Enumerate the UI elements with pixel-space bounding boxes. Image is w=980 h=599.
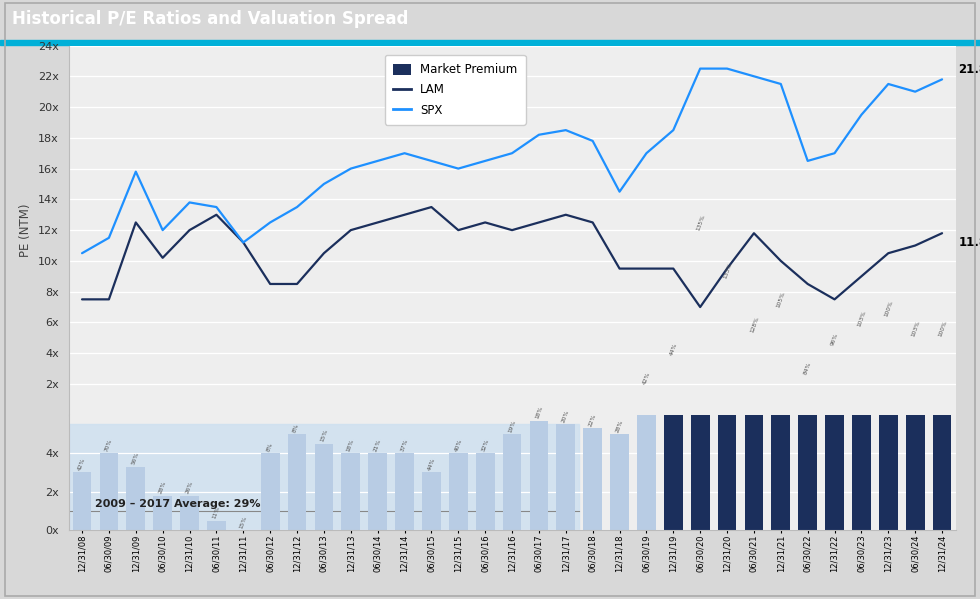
Text: 105%: 105% xyxy=(776,291,787,308)
Bar xyxy=(771,309,790,530)
Bar xyxy=(315,444,333,530)
Text: 100%: 100% xyxy=(884,300,894,317)
Bar xyxy=(691,232,710,530)
Text: 8%: 8% xyxy=(266,441,273,452)
Text: 42%: 42% xyxy=(77,457,86,471)
Text: Historical P/E Ratios and Valuation Spread: Historical P/E Ratios and Valuation Spre… xyxy=(12,10,408,28)
Bar xyxy=(288,434,307,530)
Bar xyxy=(637,386,656,530)
Text: 21%: 21% xyxy=(373,438,382,452)
Text: 18%: 18% xyxy=(534,406,544,419)
Bar xyxy=(933,338,952,530)
Bar xyxy=(852,328,871,530)
Text: 28%: 28% xyxy=(614,419,624,433)
Bar xyxy=(475,453,495,530)
Bar xyxy=(503,434,521,530)
Text: 8%: 8% xyxy=(292,422,300,433)
Bar xyxy=(583,428,602,530)
Text: 103%: 103% xyxy=(857,310,867,327)
Text: 135%: 135% xyxy=(696,213,706,231)
Bar xyxy=(611,434,629,530)
Text: 11%: 11% xyxy=(212,506,220,519)
Bar xyxy=(368,453,387,530)
Bar xyxy=(341,453,361,530)
Bar xyxy=(799,376,817,530)
Bar xyxy=(73,473,91,530)
Text: 32%: 32% xyxy=(480,438,490,452)
Bar xyxy=(717,280,736,530)
Bar xyxy=(449,453,467,530)
Bar xyxy=(207,521,225,530)
Bar xyxy=(261,453,279,530)
Bar xyxy=(180,495,199,530)
Text: 37%: 37% xyxy=(400,438,409,452)
Text: 15%: 15% xyxy=(319,428,328,443)
Text: 26%: 26% xyxy=(185,480,194,495)
Bar xyxy=(557,424,575,530)
Y-axis label: PE (NTM): PE (NTM) xyxy=(20,204,32,257)
Text: 44%: 44% xyxy=(668,342,678,356)
Bar xyxy=(0,40,980,45)
Text: 40%: 40% xyxy=(454,438,463,452)
Text: 20%: 20% xyxy=(562,409,570,423)
Bar xyxy=(69,424,579,530)
Legend: Market Premium, LAM, SPX: Market Premium, LAM, SPX xyxy=(385,55,526,125)
Bar xyxy=(825,347,844,530)
Text: 11.8x: 11.8x xyxy=(958,236,980,249)
Text: 70%: 70% xyxy=(104,438,114,452)
Text: 84%: 84% xyxy=(803,361,812,376)
Text: 21.8x: 21.8x xyxy=(958,63,980,76)
Text: 15%: 15% xyxy=(238,515,248,529)
Text: 2009 – 2017 Average: 29%: 2009 – 2017 Average: 29% xyxy=(95,498,261,509)
Bar xyxy=(745,334,763,530)
Bar xyxy=(100,453,119,530)
Text: 100%: 100% xyxy=(937,319,948,337)
Text: 133%: 133% xyxy=(722,262,733,279)
Bar xyxy=(879,319,898,530)
Bar xyxy=(126,467,145,530)
Text: 103%: 103% xyxy=(910,319,921,337)
Text: 22%: 22% xyxy=(588,413,597,427)
Text: 128%: 128% xyxy=(750,316,760,333)
Bar xyxy=(529,420,549,530)
Text: 44%: 44% xyxy=(426,457,436,471)
Text: 56%: 56% xyxy=(131,452,140,465)
Text: 18%: 18% xyxy=(346,438,356,452)
Text: 19%: 19% xyxy=(508,419,516,433)
Bar xyxy=(395,453,414,530)
Text: 96%: 96% xyxy=(830,332,839,346)
Bar xyxy=(906,338,924,530)
Text: 42%: 42% xyxy=(642,371,651,385)
Bar xyxy=(153,495,172,530)
Bar xyxy=(663,357,683,530)
Text: 28%: 28% xyxy=(158,480,168,495)
Bar xyxy=(422,473,441,530)
